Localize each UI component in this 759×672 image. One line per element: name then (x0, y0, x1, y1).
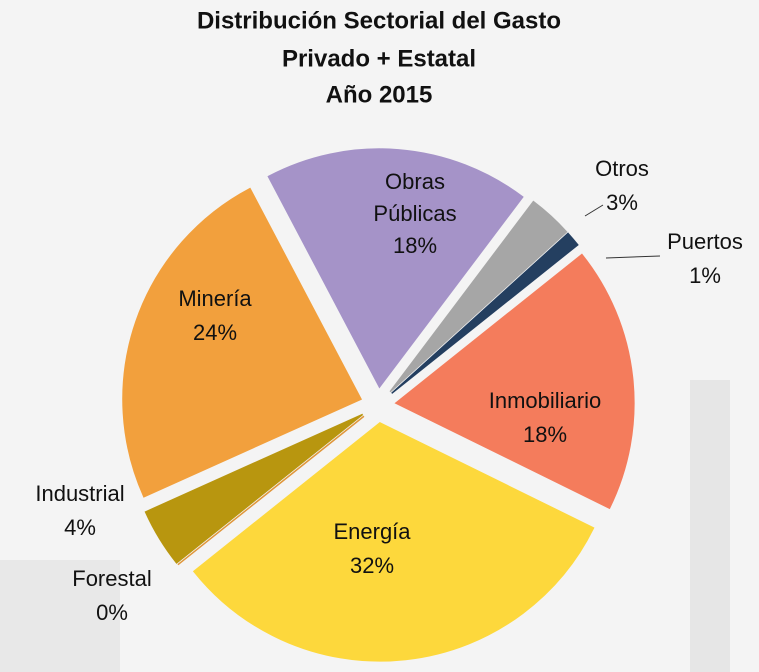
slice-label: Otros (595, 156, 649, 181)
pie-slice (394, 253, 635, 510)
value-label: 32% (350, 553, 394, 578)
pie-slice (389, 200, 568, 393)
slice-label: Forestal (72, 566, 151, 591)
leader-line (605, 255, 661, 259)
slice-label: Inmobiliario (489, 388, 602, 413)
background-pillar (690, 380, 730, 672)
pie-slice (192, 422, 595, 662)
background-shape (0, 560, 120, 672)
slice-label: Puertos (667, 229, 743, 254)
pie-slice (391, 232, 579, 394)
pie-slice (122, 187, 363, 498)
value-label: 18% (393, 233, 437, 258)
chart-title: Año 2015 (326, 81, 433, 108)
slice-label: Obras Públicas (373, 169, 456, 226)
pie-slice (177, 415, 365, 566)
value-label: 4% (64, 515, 96, 540)
value-label: 24% (193, 320, 237, 345)
value-label: 1% (689, 263, 721, 288)
slice-label: Minería (178, 286, 252, 311)
pie-slice (267, 148, 524, 389)
value-label: 0% (96, 600, 128, 625)
slice-label: Industrial (35, 481, 124, 506)
value-label: 18% (523, 422, 567, 447)
leader-line (584, 204, 604, 217)
slice-label: Energía (333, 519, 411, 544)
chart-title: Distribución Sectorial del Gasto (197, 7, 561, 34)
value-label: 3% (606, 190, 638, 215)
pie-slice (144, 413, 364, 564)
chart-title: Privado + Estatal (282, 45, 476, 72)
